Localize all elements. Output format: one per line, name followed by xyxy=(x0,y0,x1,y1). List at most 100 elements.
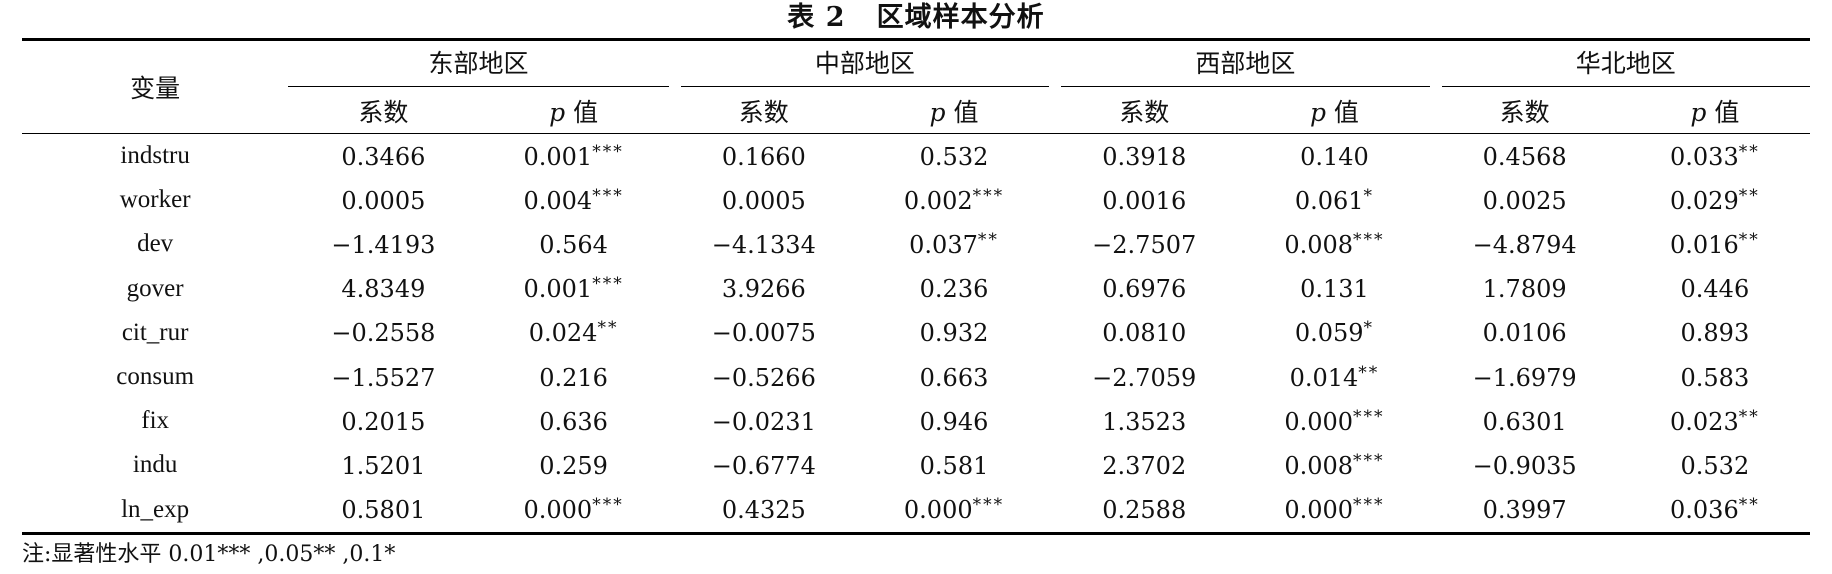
pvalue-cell: 0.061* xyxy=(1239,178,1429,222)
table-row: indu 1.5201 0.259 −0.6774 0.581 2.3702 0… xyxy=(22,443,1810,487)
cell-value: −2.7507 xyxy=(1092,230,1197,259)
cell-value: 0.3997 xyxy=(1482,496,1567,525)
significance-stars: *** xyxy=(592,185,624,206)
variable-name: cit_rur xyxy=(121,318,189,346)
cell-value: 0.1660 xyxy=(721,142,806,171)
cell-value: 0.0016 xyxy=(1102,186,1187,215)
coefficient-cell: 0.0016 xyxy=(1049,178,1239,222)
table-row: dev −1.4193 0.564 −4.1334 0.037** −2.750… xyxy=(22,222,1810,266)
table-row: consum −1.5527 0.216 −0.5266 0.663 −2.70… xyxy=(22,355,1810,399)
table-header: 变量 东部地区 中部地区 西部地区 华北地区 系数 p 值 系数 p 值 xyxy=(22,38,1810,134)
coefficient-cell: 0.4568 xyxy=(1430,134,1620,179)
cell-value: 0.216 xyxy=(539,363,608,392)
significance-stars: *** xyxy=(1353,495,1385,516)
pvalue-cell: 0.029** xyxy=(1620,178,1810,222)
significance-stars: ** xyxy=(1738,495,1760,516)
pvalue-cell: 0.001*** xyxy=(478,134,668,179)
pvalue-cell: 0.564 xyxy=(478,222,668,266)
significance-stars: *** xyxy=(972,185,1005,206)
coefficient-cell: −0.6774 xyxy=(669,443,859,487)
coefficient-cell: 1.7809 xyxy=(1430,267,1620,311)
cell-value: 0.033 xyxy=(1670,142,1739,171)
pvalue-cell: 0.024** xyxy=(478,311,668,355)
significance-stars: * xyxy=(1363,318,1375,339)
coefficient-cell: −4.1334 xyxy=(669,222,859,266)
pvalue-cell: 0.023** xyxy=(1620,399,1810,443)
coefficient-cell: −1.4193 xyxy=(288,222,478,266)
region-header-east-label: 东部地区 xyxy=(288,44,669,87)
significance-stars: *** xyxy=(1353,229,1385,250)
significance-stars: *** xyxy=(1353,406,1385,427)
cell-value: −0.5266 xyxy=(711,363,816,392)
coefficient-cell: 0.0810 xyxy=(1049,311,1239,355)
cell-value: 0.000 xyxy=(1284,496,1354,525)
p-letter: p xyxy=(549,98,566,127)
pvalue-cell: 0.236 xyxy=(859,267,1049,311)
table-title: 表 2 区域样本分析 xyxy=(787,2,1045,33)
pvalue-header: p 值 xyxy=(1619,89,1810,134)
pvalue-cell: 0.033** xyxy=(1620,134,1810,179)
cell-value: 0.532 xyxy=(919,142,989,171)
coefficient-cell: −2.7507 xyxy=(1049,222,1239,266)
pvalue-cell: 0.216 xyxy=(478,355,668,399)
pvalue-cell: 0.000*** xyxy=(858,487,1050,535)
cell-value: 0.059 xyxy=(1294,319,1364,348)
coef-header: 系数 xyxy=(1049,89,1240,134)
region-header-central: 中部地区 xyxy=(668,38,1050,89)
region-header-north: 华北地区 xyxy=(1429,38,1810,89)
coef-header: 系数 xyxy=(1429,89,1620,134)
p-letter: p xyxy=(1309,98,1326,127)
coefficient-cell: −0.2558 xyxy=(288,311,478,355)
value-word: 值 xyxy=(1333,98,1359,127)
pvalue-cell: 0.000*** xyxy=(1239,399,1429,443)
coefficient-cell: −2.7059 xyxy=(1049,355,1239,399)
coefficient-cell: −4.8794 xyxy=(1430,222,1620,266)
cell-value: 0.2015 xyxy=(341,407,426,436)
cell-value: 0.036 xyxy=(1670,496,1739,525)
region-header-central-label: 中部地区 xyxy=(680,44,1050,87)
significance-stars: *** xyxy=(592,274,624,295)
significance-stars: ** xyxy=(597,318,619,339)
pvalue-header: p 值 xyxy=(478,89,669,134)
cell-value: 0.000 xyxy=(903,496,973,525)
coefficient-cell: 0.6301 xyxy=(1430,399,1620,443)
pvalue-header: p 值 xyxy=(858,89,1050,134)
pvalue-cell: 0.946 xyxy=(859,399,1049,443)
variable-name: indu xyxy=(132,451,178,479)
pvalue-cell: 0.000*** xyxy=(478,487,669,535)
pvalue-cell: 0.259 xyxy=(478,443,668,487)
cell-value: 4.8349 xyxy=(341,275,426,304)
coefficient-cell: 0.5801 xyxy=(288,487,479,535)
coef-header: 系数 xyxy=(668,89,859,134)
cell-value: 0.583 xyxy=(1680,363,1750,392)
cell-value: 0.893 xyxy=(1680,319,1750,348)
region-header-west: 西部地区 xyxy=(1049,38,1430,89)
pvalue-cell: 0.059* xyxy=(1239,311,1429,355)
cell-value: 0.0005 xyxy=(341,186,426,215)
cell-value: 0.0810 xyxy=(1102,319,1187,348)
cell-value: −1.5527 xyxy=(331,363,436,392)
cell-value: 0.029 xyxy=(1670,186,1739,215)
pvalue-cell: 0.000*** xyxy=(1239,487,1430,535)
cell-value: 0.008 xyxy=(1284,451,1354,480)
pvalue-cell: 0.014** xyxy=(1239,355,1429,399)
pvalue-cell: 0.036** xyxy=(1619,487,1810,535)
variable-name: dev xyxy=(137,230,174,258)
table-row: ln_exp 0.5801 0.000*** 0.4325 0.000*** 0… xyxy=(22,487,1810,535)
coefficient-cell: 0.4325 xyxy=(668,487,859,535)
pvalue-cell: 0.532 xyxy=(859,134,1049,179)
cell-value: 0.002 xyxy=(903,186,973,215)
pvalue-cell: 0.636 xyxy=(478,399,668,443)
cell-value: 0.0106 xyxy=(1482,319,1567,348)
cell-value: 0.008 xyxy=(1284,230,1354,259)
regression-table-container: 变量 东部地区 中部地区 西部地区 华北地区 系数 p 值 系数 p 值 xyxy=(22,38,1810,535)
cell-value: −0.0231 xyxy=(711,407,816,436)
cell-value: 0.0005 xyxy=(721,186,806,215)
table-row: cit_rur −0.2558 0.024** −0.0075 0.932 0.… xyxy=(22,311,1810,355)
coefficient-cell: 0.3466 xyxy=(288,134,478,179)
subheader-row: 系数 p 值 系数 p 值 系数 p 值 系数 p 值 xyxy=(22,89,1810,134)
cell-value: 0.581 xyxy=(919,451,989,480)
coefficient-cell: 2.3702 xyxy=(1049,443,1239,487)
cell-value: 0.131 xyxy=(1300,275,1369,304)
cell-value: 0.3918 xyxy=(1102,142,1187,171)
